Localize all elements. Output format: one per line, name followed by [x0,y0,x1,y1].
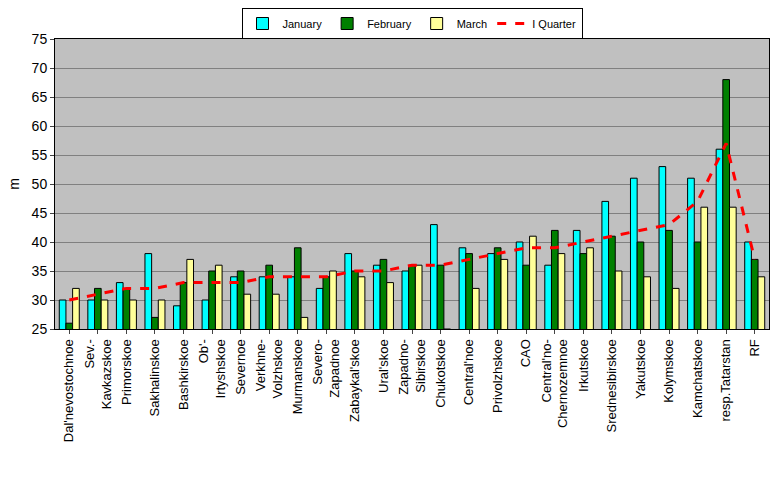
svg-text:Kolymskoe: Kolymskoe [661,339,676,403]
svg-text:30: 30 [32,292,48,308]
svg-text:Primorskoe: Primorskoe [119,339,134,405]
svg-text:45: 45 [32,205,48,221]
svg-text:Ural'skoe: Ural'skoe [376,339,391,393]
svg-text:Sakhalinskoe: Sakhalinskoe [147,339,162,416]
svg-text:January: January [283,18,323,30]
svg-text:Murmanskoe: Murmanskoe [290,339,305,414]
svg-text:Srednesibirskoe: Srednesibirskoe [604,339,619,432]
svg-text:Sev.-Kavkazskoe: Sev.-Kavkazskoe [82,339,114,409]
svg-text:60: 60 [32,118,48,134]
svg-text:55: 55 [32,147,48,163]
svg-text:Severnoe: Severnoe [233,339,248,395]
svg-text:February: February [367,18,412,30]
svg-text:CAO: CAO [518,339,533,367]
svg-text:Zabaykal'skoe: Zabaykal'skoe [347,339,362,422]
svg-text:65: 65 [32,89,48,105]
svg-text:40: 40 [32,234,48,250]
svg-text:RF: RF [747,339,762,356]
svg-text:Zapadno-Sibirskoe: Zapadno-Sibirskoe [396,339,428,395]
svg-text:70: 70 [32,60,48,76]
svg-text:I Quarter: I Quarter [532,18,576,30]
svg-text:35: 35 [32,263,48,279]
svg-text:m: m [6,178,22,190]
svg-text:Yakutskoe: Yakutskoe [633,339,648,399]
svg-text:Irkutskoe: Irkutskoe [576,339,591,392]
svg-text:Ob'-Irtyshskoe: Ob'-Irtyshskoe [196,339,228,398]
svg-text:resp.Tatarstan: resp.Tatarstan [718,339,733,421]
svg-text:Privolzhskoe: Privolzhskoe [490,339,505,413]
svg-text:75: 75 [32,31,48,47]
svg-text:Chukotskoe: Chukotskoe [433,339,448,408]
svg-text:Severo-Zapadnoe: Severo-Zapadnoe [310,339,342,398]
svg-text:Central'no-Chernozemnoe: Central'no-Chernozemnoe [539,339,571,428]
svg-text:Kamchatskoe: Kamchatskoe [690,339,705,418]
svg-text:50: 50 [32,176,48,192]
svg-text:Verkhne-Volzhskoe: Verkhne-Volzhskoe [253,339,285,398]
svg-text:Central'noe: Central'noe [461,339,476,405]
svg-text:March: March [457,18,488,30]
svg-text:Dal'nevostochnoe: Dal'nevostochnoe [62,339,77,442]
svg-text:25: 25 [32,321,48,337]
svg-text:Bashkirskoe: Bashkirskoe [176,339,191,410]
